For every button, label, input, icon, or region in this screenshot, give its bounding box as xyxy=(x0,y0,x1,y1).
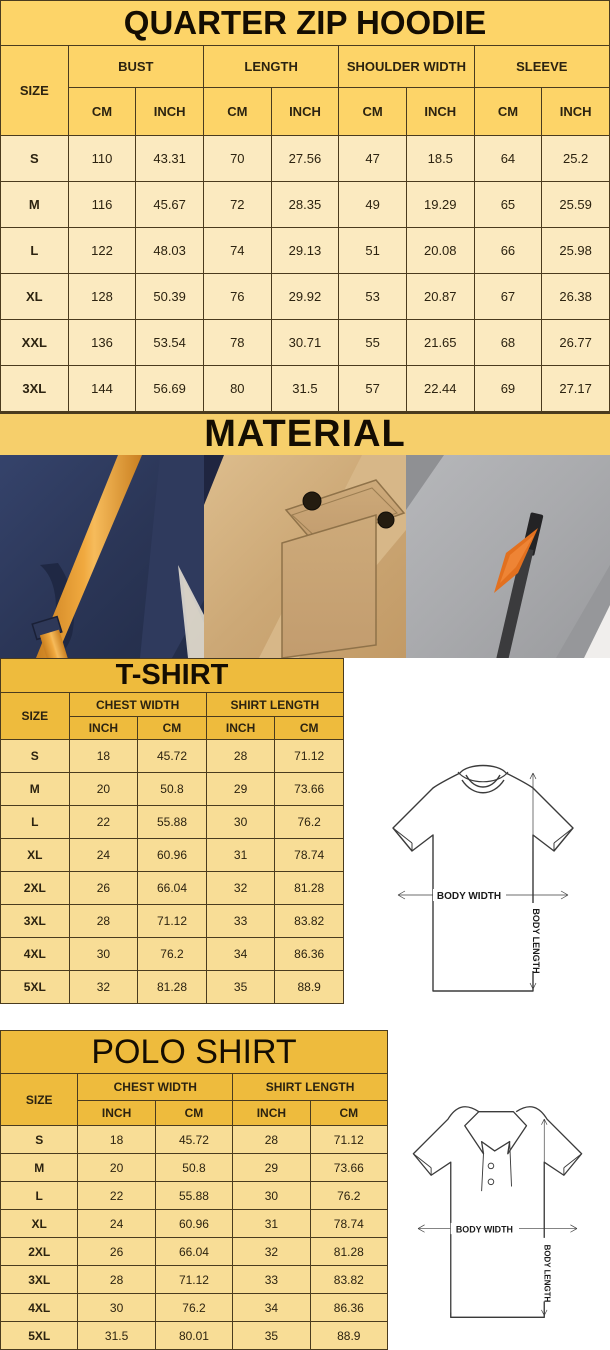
svg-text:BODY LENGTH: BODY LENGTH xyxy=(542,1245,551,1303)
svg-text:BODY LENGTH: BODY LENGTH xyxy=(531,908,541,973)
svg-text:BODY WIDTH: BODY WIDTH xyxy=(456,1224,513,1234)
svg-text:BODY WIDTH: BODY WIDTH xyxy=(437,891,501,902)
